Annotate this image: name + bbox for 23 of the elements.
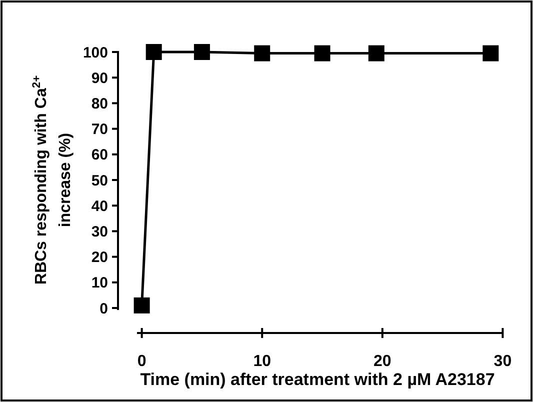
x-tick-label: 30 <box>494 353 512 370</box>
y-tick-label: 80 <box>91 95 108 112</box>
y-tick-label: 30 <box>91 223 108 240</box>
y-tick-label: 40 <box>91 198 108 215</box>
point <box>482 45 499 62</box>
x-tick-label: 10 <box>253 353 272 370</box>
point <box>146 44 162 60</box>
y-tick-label: 100 <box>82 44 108 62</box>
point <box>314 45 330 62</box>
point <box>254 45 270 62</box>
y-tick-label: 60 <box>91 146 108 164</box>
y-tick-label: 10 <box>91 274 108 292</box>
y-tick-label: 20 <box>91 249 108 266</box>
x-axis-title: Time (min) after treatment with 2 µM A23187 <box>140 370 495 389</box>
y-tick-label: 50 <box>91 172 108 190</box>
point <box>368 45 384 62</box>
y-tick-label: 90 <box>91 70 108 87</box>
x-tick-label: 20 <box>374 353 392 370</box>
point <box>134 297 150 314</box>
x-tick-label: 0 <box>137 353 146 370</box>
y-tick-label: 70 <box>91 121 108 138</box>
point <box>194 44 210 60</box>
y-tick-label: 0 <box>100 300 108 318</box>
